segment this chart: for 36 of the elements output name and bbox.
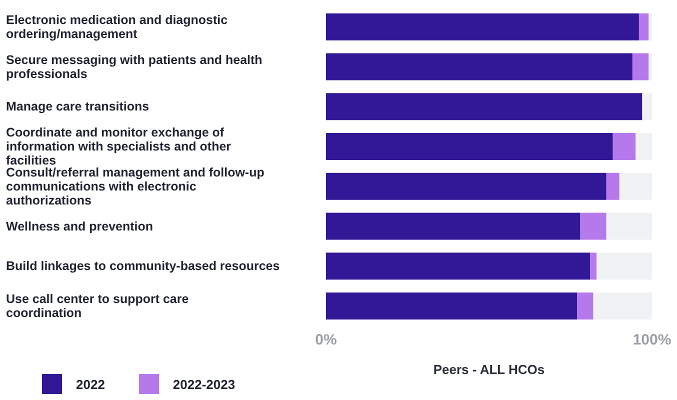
bar — [590, 252, 597, 280]
y-tick-label: Coordinate and monitor exchange of information with specialists and other facilities — [6, 126, 232, 168]
x-tick-label: 0% — [315, 332, 337, 349]
bar — [580, 212, 606, 240]
y-tick-label: Use call center to support care coordination — [6, 292, 189, 320]
bar — [326, 53, 632, 80]
bar — [642, 93, 652, 120]
legend-label: 2022-2023 — [172, 376, 236, 392]
y-tick-label: Secure messaging with patients and health professionals — [6, 52, 262, 81]
bar — [638, 13, 649, 40]
y-tick-label: Wellness and prevention — [6, 219, 154, 234]
bar — [577, 292, 594, 320]
y-tick-label: Manage care transitions — [6, 100, 150, 114]
bar — [326, 93, 642, 120]
y-tick-label: Electronic medication and diagnostic ordering/management — [6, 12, 228, 41]
bar — [593, 292, 652, 320]
bar — [619, 172, 652, 200]
y-tick-label: Consult/referral management and follow-up communications with electronic authorizations — [6, 165, 265, 208]
bar — [326, 133, 613, 160]
bar — [326, 172, 606, 200]
bar — [606, 172, 620, 200]
bar — [596, 252, 652, 280]
bar — [648, 53, 652, 80]
bar — [606, 212, 652, 240]
x-tick-label: 100% — [632, 332, 672, 349]
bar — [326, 13, 639, 40]
x-axis-title: Peers - ALL HCOs — [433, 362, 545, 377]
bar — [636, 133, 652, 160]
bar — [612, 133, 636, 160]
bar — [326, 292, 578, 320]
y-tick-label: Build linkages to community-based resources — [6, 259, 280, 274]
bar — [326, 212, 580, 240]
bar — [648, 13, 652, 40]
legend-label: 2022 — [76, 376, 105, 392]
bar — [326, 252, 590, 280]
bar — [632, 53, 649, 80]
